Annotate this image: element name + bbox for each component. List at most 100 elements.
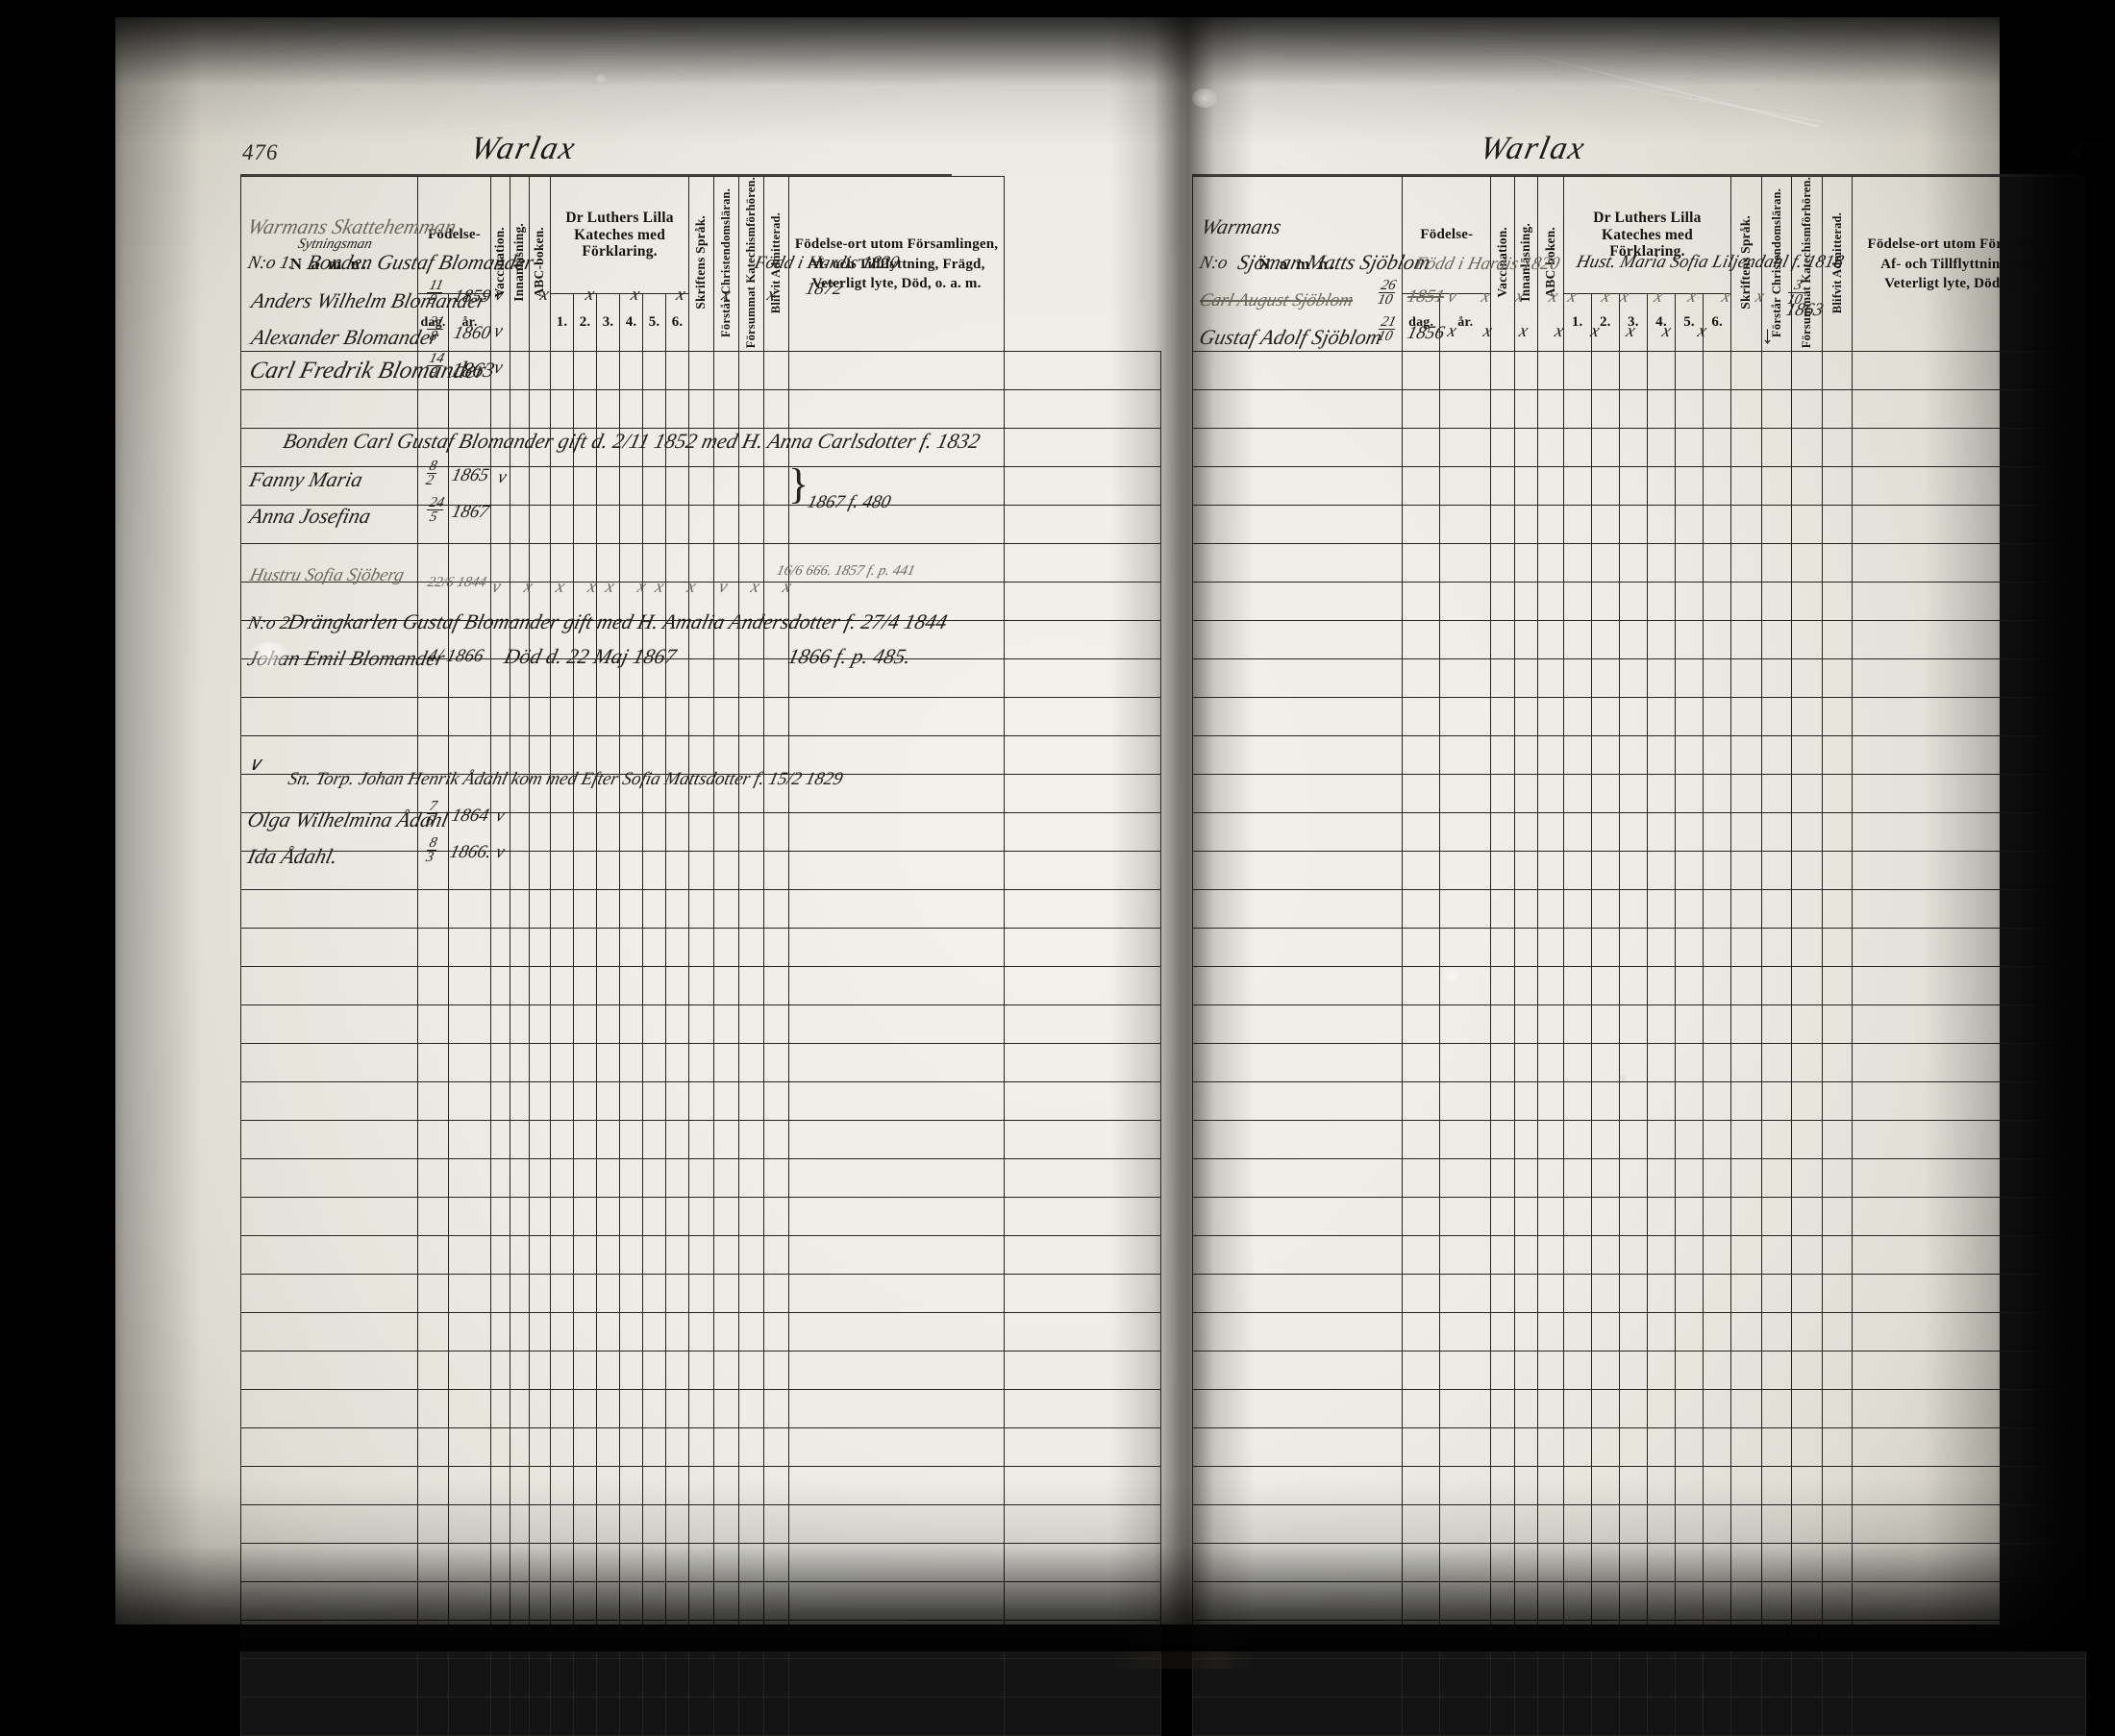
table-cell [550, 543, 575, 583]
table-cell [1852, 1658, 2086, 1699]
table-cell [1004, 1351, 1161, 1391]
table-cell [642, 1004, 667, 1045]
table-cell [1618, 1543, 1648, 1583]
table-cell [1439, 1581, 1492, 1622]
table-cell [1646, 620, 1677, 660]
table-cell [619, 1197, 644, 1237]
table-cell [1791, 1235, 1823, 1276]
table-cell [619, 543, 644, 583]
table-cell [1703, 1581, 1732, 1622]
table-row [1191, 1620, 2086, 1660]
table-cell [1730, 1581, 1762, 1622]
table-cell [1562, 658, 1592, 699]
table-cell [1646, 505, 1677, 545]
table-cell [1536, 774, 1564, 814]
table-cell [447, 543, 492, 583]
table-cell [1562, 1466, 1592, 1506]
table-cell [1703, 1043, 1732, 1083]
table-cell [1674, 1466, 1704, 1506]
table-cell [510, 389, 531, 430]
table-cell [1490, 1697, 1515, 1736]
table-cell [788, 1543, 1006, 1583]
table-cell [573, 1504, 598, 1545]
table-cell [1674, 1504, 1704, 1545]
table-cell [1004, 1658, 1161, 1699]
table-cell [688, 582, 715, 622]
table-cell [619, 1081, 644, 1122]
r-col-notes-line-1: Födelse-ort utom Församlingen, [1867, 236, 2071, 253]
table-cell [490, 1081, 511, 1122]
col-cat-2: 2. [573, 292, 598, 353]
table-cell [1821, 1504, 1854, 1545]
table-cell [596, 1120, 621, 1160]
table-cell [417, 1312, 449, 1352]
table-cell [1490, 1197, 1515, 1237]
table-cell [1402, 1351, 1441, 1391]
table-cell [688, 735, 715, 776]
table-cell [688, 812, 715, 853]
table-cell [788, 1697, 1006, 1736]
table-cell [573, 1466, 598, 1506]
table-cell [417, 1543, 449, 1583]
table-cell [1821, 466, 1854, 507]
table-cell [665, 1504, 690, 1545]
table-row [1191, 1543, 2086, 1583]
table-cell [1791, 1274, 1823, 1314]
table-cell [1402, 1581, 1441, 1622]
table-cell [738, 505, 765, 545]
table-cell [1513, 620, 1538, 660]
table-cell [1191, 774, 1404, 814]
table-cell [1730, 582, 1762, 622]
table-cell [510, 812, 531, 853]
table-cell [738, 1466, 765, 1506]
table-cell [1852, 620, 2086, 660]
table-cell [1760, 543, 1793, 583]
table-cell [529, 1581, 552, 1622]
table-cell [1852, 1004, 2086, 1045]
left-page: 476 Warlax N [231, 17, 1192, 1736]
table-cell [665, 889, 690, 930]
table-cell [788, 505, 1006, 545]
table-cell [447, 966, 492, 1006]
table-cell [1004, 1543, 1161, 1583]
left-page-heading: Warlax [467, 131, 581, 166]
table-cell [1852, 1043, 2086, 1083]
table-row [1191, 1004, 2086, 1045]
table-cell [788, 1504, 1006, 1545]
table-cell [763, 543, 790, 583]
r-col-cat-6: 6. [1703, 292, 1732, 353]
table-cell [1646, 1120, 1677, 1160]
table-cell [1439, 1543, 1492, 1583]
table-cell [529, 812, 552, 853]
col-cat-6: 6. [665, 292, 690, 353]
table-cell [642, 1081, 667, 1122]
table-cell [596, 928, 621, 968]
table-cell [665, 1581, 690, 1622]
table-cell [1513, 1197, 1538, 1237]
table-cell [510, 697, 531, 737]
table-cell [1536, 505, 1564, 545]
table-cell [1490, 1274, 1515, 1314]
table-cell [529, 1351, 552, 1391]
table-cell [713, 1504, 740, 1545]
table-cell [1852, 1274, 2086, 1314]
table-cell [713, 505, 740, 545]
table-cell [1536, 1658, 1564, 1699]
table-cell [1590, 1158, 1620, 1199]
table-cell [1536, 812, 1564, 853]
table-cell [529, 1543, 552, 1583]
table-cell [529, 928, 552, 968]
table-cell [738, 928, 765, 968]
table-cell [1439, 466, 1492, 507]
table-row [1191, 428, 2086, 468]
col-catechism-group: Dr Luthers Lilla Kateches med Förklaring… [550, 176, 690, 294]
table-cell [1562, 1004, 1592, 1045]
table-cell [1760, 1197, 1793, 1237]
table-cell [1760, 1120, 1793, 1160]
table-cell [688, 1120, 715, 1160]
table-cell [1760, 1427, 1793, 1468]
table-cell [1674, 1120, 1704, 1160]
table-cell [490, 1543, 511, 1583]
table-cell [713, 1235, 740, 1276]
table-row [240, 1427, 1161, 1468]
